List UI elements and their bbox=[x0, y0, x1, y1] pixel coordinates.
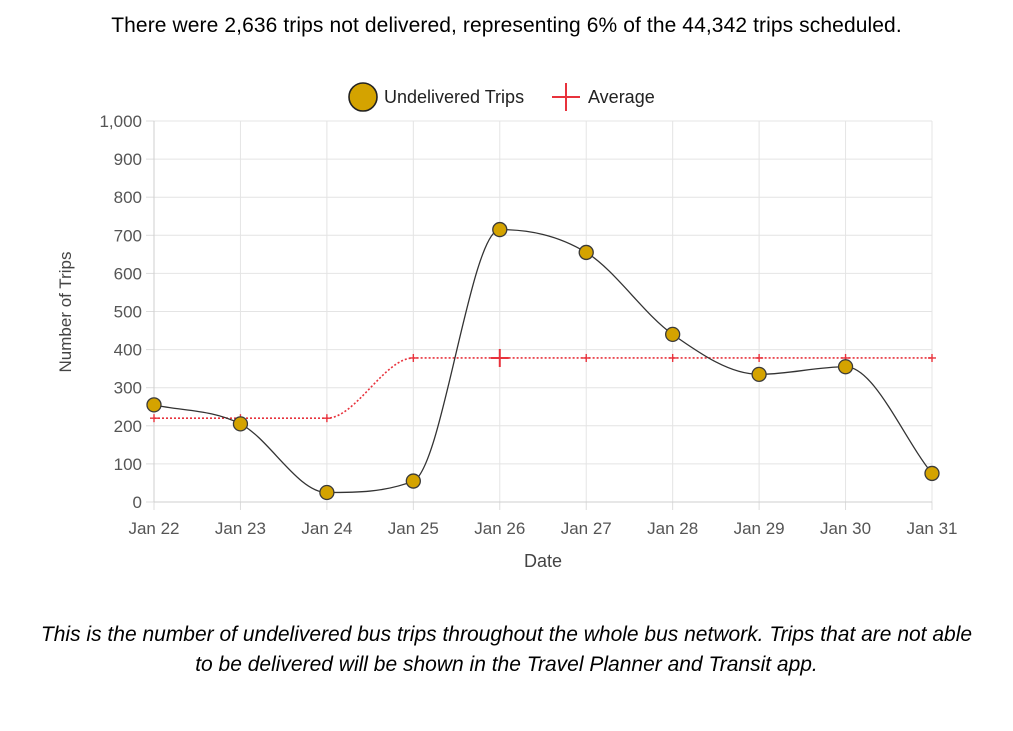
x-axis-label: Date bbox=[524, 551, 562, 571]
x-tick-label: Jan 24 bbox=[301, 519, 352, 538]
undelivered-trips-point[interactable] bbox=[405, 473, 421, 489]
average-point[interactable] bbox=[490, 348, 509, 367]
y-tick-label: 300 bbox=[114, 379, 142, 398]
y-tick-label: 500 bbox=[114, 303, 142, 322]
undelivered-trips-point[interactable] bbox=[751, 366, 767, 383]
undelivered-trips-point[interactable] bbox=[665, 326, 681, 343]
average-point[interactable] bbox=[409, 353, 418, 362]
undelivered-trips-point[interactable] bbox=[492, 221, 508, 238]
y-tick-label: 100 bbox=[114, 455, 142, 474]
average-point[interactable] bbox=[582, 353, 591, 362]
y-tick-label: 200 bbox=[114, 417, 142, 436]
legend-circle-icon bbox=[348, 82, 378, 112]
x-tick-label: Jan 28 bbox=[647, 519, 698, 538]
average-point[interactable] bbox=[928, 353, 936, 362]
series bbox=[146, 221, 940, 501]
y-tick-label: 400 bbox=[114, 341, 142, 360]
x-tick-label: Jan 27 bbox=[561, 519, 612, 538]
axes: 0 100 200 300 400 500 600 700 800 900 1,000 Jan 22 J… bbox=[99, 112, 957, 538]
legend[interactable]: Undelivered Trips Average bbox=[348, 82, 655, 112]
y-tick-label: 900 bbox=[114, 150, 142, 169]
y-axis-label: Number of Trips bbox=[56, 252, 75, 373]
average-line bbox=[153, 357, 932, 419]
legend-label: Average bbox=[588, 87, 655, 107]
line-chart: 0 100 200 300 400 500 600 700 800 900 1,000 Jan 22 J… bbox=[56, 82, 958, 571]
x-tick-label: Jan 31 bbox=[906, 519, 957, 538]
caption: This is the number of undelivered bus tr… bbox=[40, 623, 973, 676]
x-tick-label: Jan 25 bbox=[388, 519, 439, 538]
y-tick-label: 0 bbox=[133, 493, 142, 512]
x-tick-label: Jan 30 bbox=[820, 519, 871, 538]
y-tick-label: 800 bbox=[114, 188, 142, 207]
x-tick-label: Jan 29 bbox=[734, 519, 785, 538]
legend-item-undelivered-trips[interactable]: Undelivered Trips bbox=[348, 82, 524, 112]
undelivered-trips-point[interactable] bbox=[319, 484, 335, 501]
undelivered-trips-point[interactable] bbox=[837, 359, 854, 375]
x-tick-label: Jan 23 bbox=[215, 519, 266, 538]
x-tick-label: Jan 26 bbox=[474, 519, 525, 538]
legend-item-average[interactable]: Average bbox=[552, 83, 655, 111]
average-point[interactable] bbox=[668, 353, 677, 362]
average-point[interactable] bbox=[150, 414, 158, 423]
legend-label: Undelivered Trips bbox=[384, 87, 524, 107]
average-point[interactable] bbox=[322, 414, 331, 423]
undelivered-trips-point[interactable] bbox=[232, 416, 249, 432]
undelivered-trips-point[interactable] bbox=[924, 465, 940, 482]
grid bbox=[153, 120, 933, 503]
y-tick-label: 1,000 bbox=[99, 112, 142, 131]
y-tick-label: 600 bbox=[114, 264, 142, 283]
headline: There were 2,636 trips not delivered, re… bbox=[111, 14, 902, 37]
average-point[interactable] bbox=[755, 353, 764, 362]
y-tick-label: 700 bbox=[114, 226, 142, 245]
undelivered-trips-line bbox=[153, 228, 933, 494]
undelivered-trips-point[interactable] bbox=[146, 397, 162, 413]
undelivered-trips-point[interactable] bbox=[578, 244, 594, 261]
x-tick-label: Jan 22 bbox=[128, 519, 179, 538]
